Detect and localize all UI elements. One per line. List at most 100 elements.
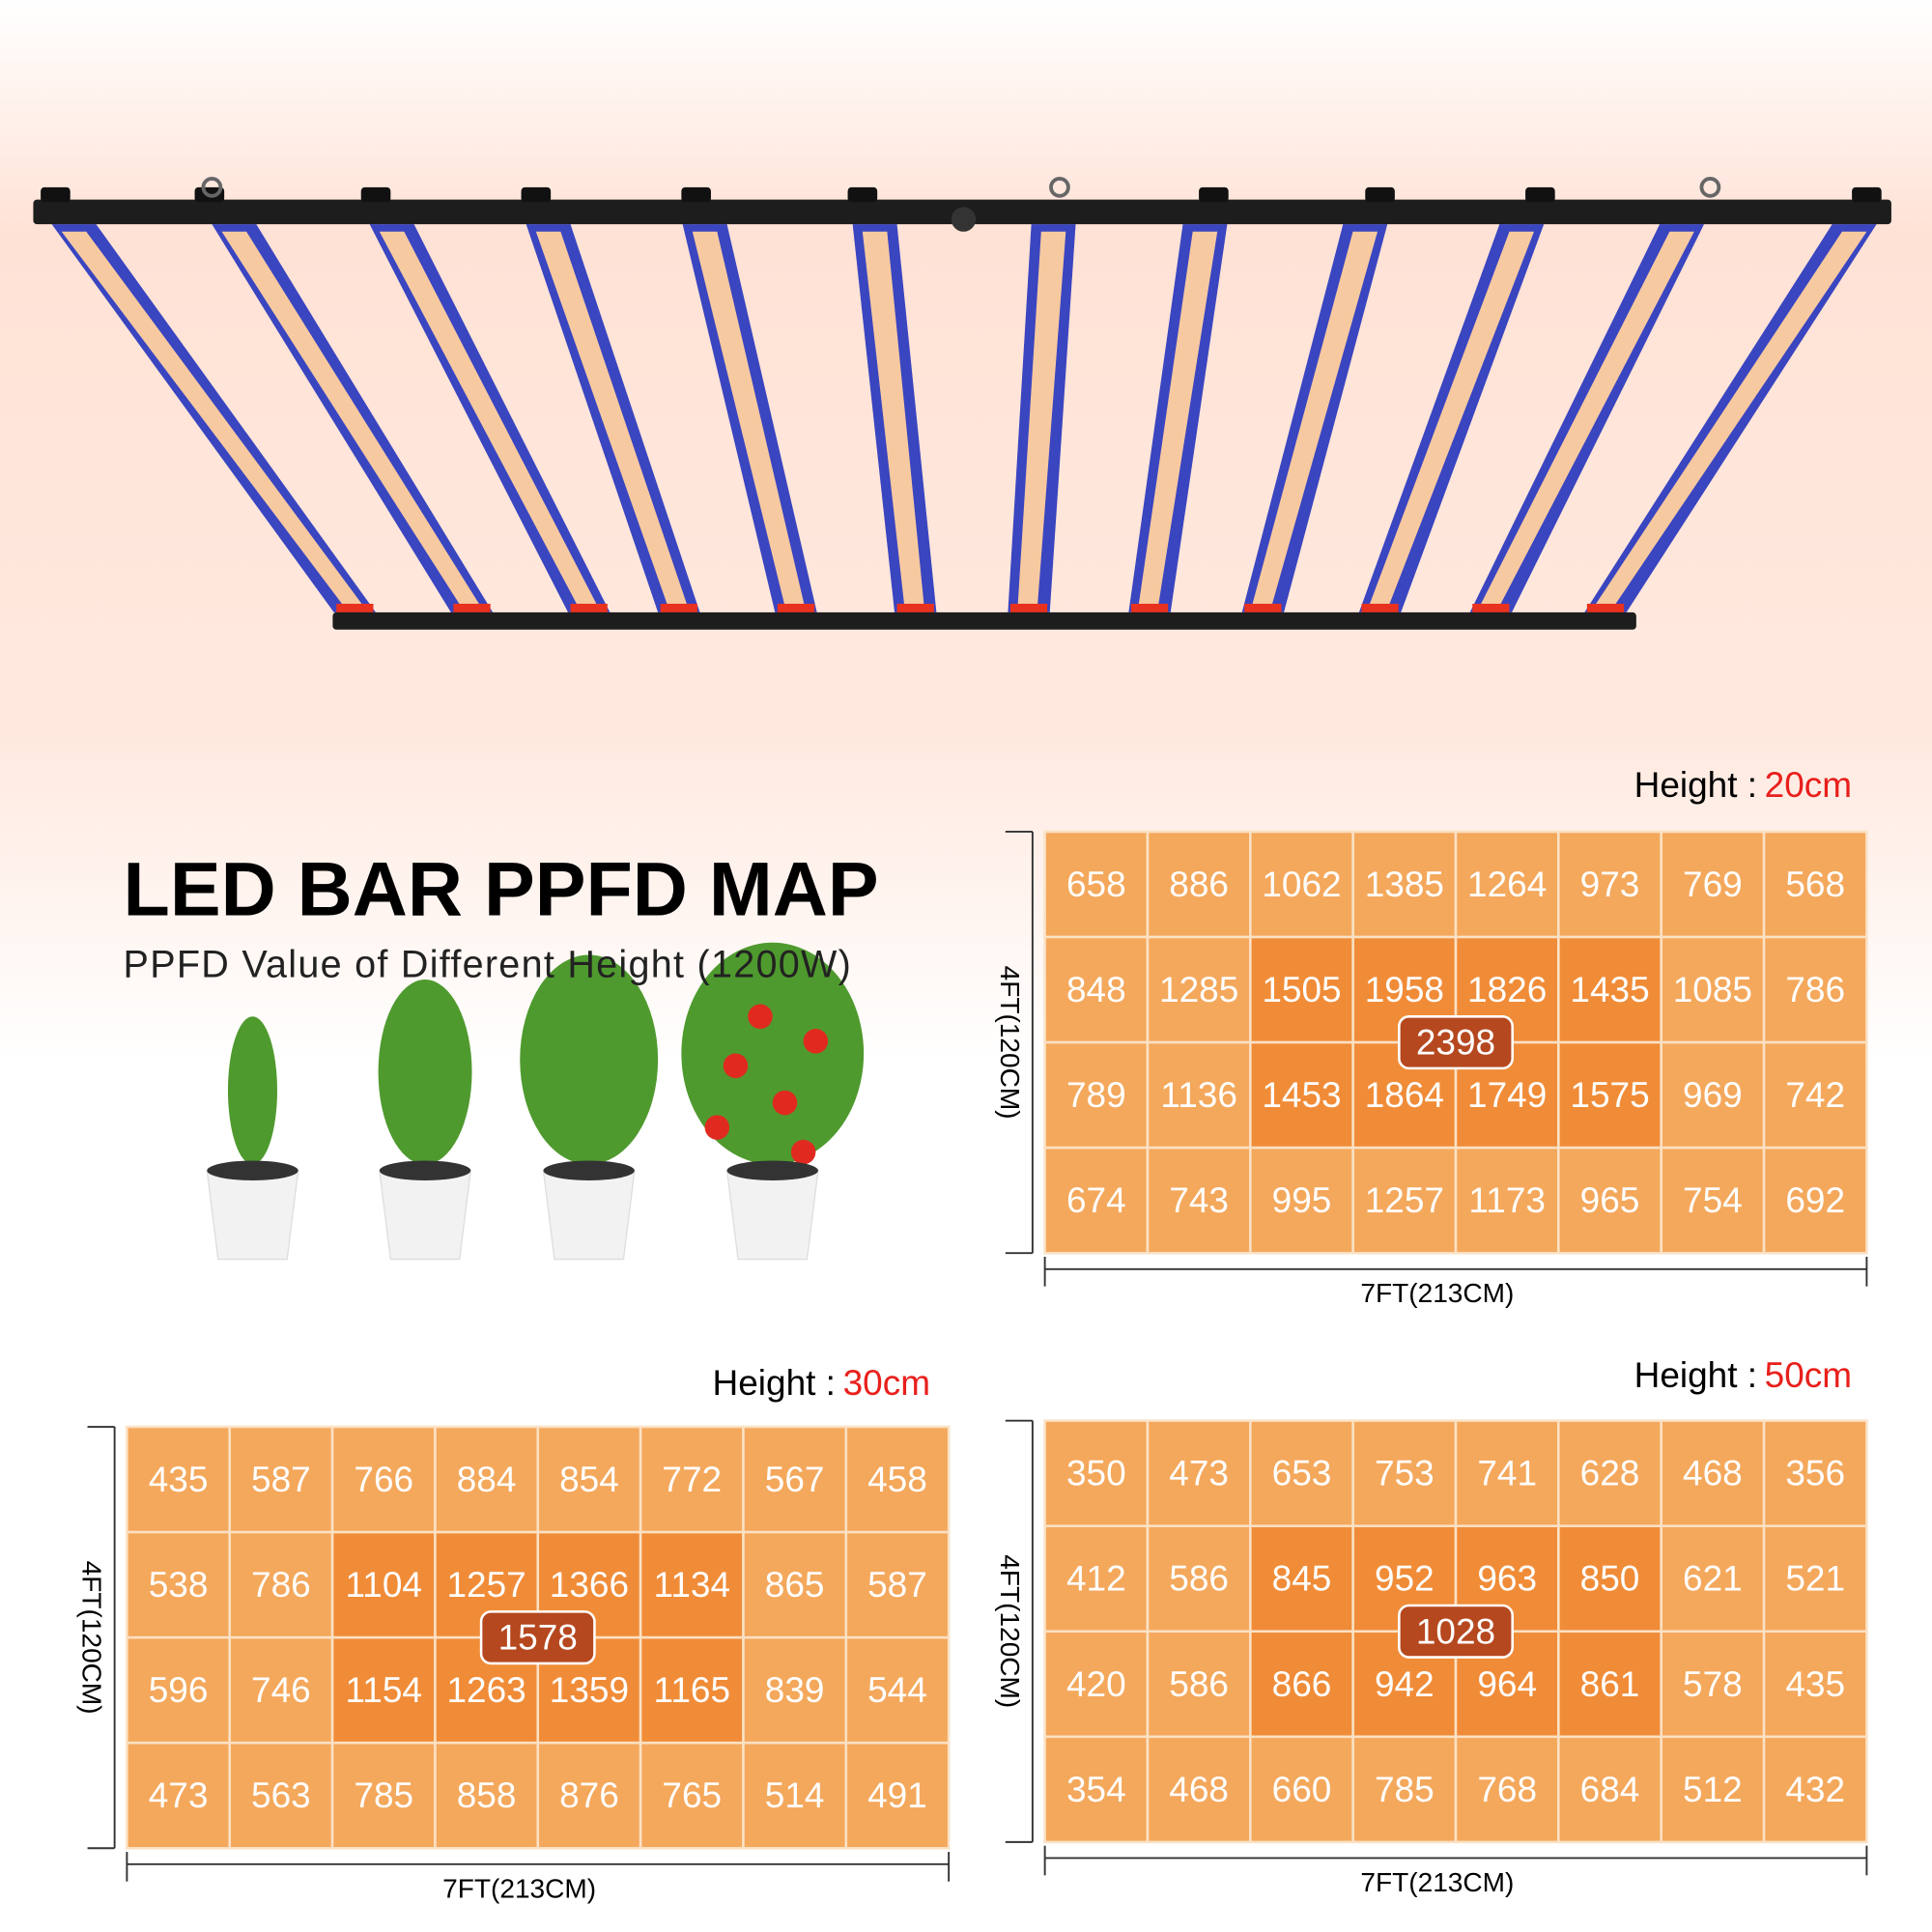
cell-value: 1385 bbox=[1365, 865, 1444, 904]
center-value: 1578 bbox=[498, 1618, 578, 1658]
cell-value: 995 bbox=[1272, 1180, 1332, 1220]
cell bbox=[742, 1635, 848, 1745]
cell-value: 412 bbox=[1066, 1559, 1126, 1599]
pot bbox=[542, 1170, 636, 1261]
cell-value: 963 bbox=[1477, 1559, 1537, 1599]
cell bbox=[1043, 1735, 1150, 1844]
cell-value: 512 bbox=[1683, 1770, 1743, 1809]
cell-value: 965 bbox=[1580, 1180, 1640, 1220]
cell bbox=[1249, 1735, 1354, 1844]
pot bbox=[725, 1170, 819, 1261]
cell-value: 660 bbox=[1272, 1770, 1332, 1809]
led-strip-light bbox=[535, 231, 688, 607]
cell bbox=[1249, 1040, 1354, 1150]
cell-value: 1453 bbox=[1262, 1075, 1341, 1115]
led-strip-light bbox=[221, 231, 481, 607]
clip bbox=[1525, 186, 1555, 203]
cell-value: 587 bbox=[251, 1460, 311, 1499]
plants bbox=[206, 942, 865, 1261]
clip bbox=[1365, 186, 1395, 203]
led-strip-light bbox=[692, 231, 805, 607]
cell-value: 1257 bbox=[1365, 1180, 1444, 1220]
clip bbox=[1199, 186, 1229, 203]
led-strip-light bbox=[379, 231, 598, 607]
cell-value: 350 bbox=[1066, 1454, 1126, 1493]
cell-value: 1864 bbox=[1365, 1075, 1444, 1115]
width-label: 7FT(213CM) bbox=[1360, 1278, 1514, 1308]
cell bbox=[1660, 1524, 1766, 1634]
cell-value: 468 bbox=[1683, 1454, 1743, 1493]
depth-label: 4FT(120CM) bbox=[77, 1561, 107, 1715]
cell bbox=[1146, 1524, 1252, 1634]
depth-label: 4FT(120CM) bbox=[995, 1554, 1025, 1708]
cell bbox=[330, 1741, 437, 1850]
pot bbox=[206, 1170, 299, 1261]
cell-value: 674 bbox=[1066, 1180, 1126, 1220]
cell-value: 973 bbox=[1580, 865, 1640, 904]
cell-value: 858 bbox=[457, 1776, 517, 1815]
ppfd-map: Height :30cm 435 587 766 884 854 772 567 458 538 7… bbox=[77, 1363, 951, 1903]
cell bbox=[228, 1635, 334, 1745]
led-strip-light bbox=[862, 231, 924, 607]
bottom-rail bbox=[332, 611, 1636, 630]
led-fixture bbox=[33, 177, 1891, 630]
cell-value: 766 bbox=[354, 1460, 413, 1499]
cell bbox=[1454, 1146, 1560, 1255]
cell-value: 741 bbox=[1477, 1454, 1537, 1493]
cell-value: 621 bbox=[1683, 1559, 1743, 1599]
cell bbox=[1762, 830, 1868, 939]
height-caption: Height : bbox=[1634, 765, 1757, 805]
depth-label: 4FT(120CM) bbox=[995, 966, 1025, 1120]
cell-value: 1575 bbox=[1570, 1075, 1649, 1115]
cell-value: 586 bbox=[1169, 1559, 1229, 1599]
cell bbox=[1146, 1040, 1252, 1150]
cell bbox=[1454, 830, 1560, 939]
cell-value: 596 bbox=[149, 1670, 209, 1710]
cell-value: 432 bbox=[1785, 1770, 1845, 1809]
cell-value: 1359 bbox=[550, 1670, 629, 1710]
center-badge bbox=[1398, 1015, 1514, 1070]
cell-value: 746 bbox=[251, 1670, 311, 1710]
cell-value: 1958 bbox=[1365, 970, 1444, 1009]
cell-value: 839 bbox=[765, 1670, 825, 1710]
cell-value: 586 bbox=[1169, 1664, 1229, 1704]
cell bbox=[639, 1425, 745, 1534]
cell bbox=[126, 1425, 231, 1534]
cell bbox=[1454, 1735, 1560, 1844]
cell bbox=[1557, 935, 1662, 1044]
cell-value: 1154 bbox=[345, 1670, 422, 1710]
cell-value: 1264 bbox=[1467, 865, 1547, 904]
cell-value: 765 bbox=[662, 1776, 722, 1815]
pot bbox=[379, 1170, 471, 1261]
height-value: 50cm bbox=[1765, 1355, 1852, 1395]
led-strip-light bbox=[1138, 231, 1218, 607]
height-label: Height :50cm bbox=[1634, 1355, 1852, 1395]
cell-value: 538 bbox=[149, 1565, 209, 1605]
cell-value: 491 bbox=[867, 1776, 927, 1815]
cell bbox=[1249, 1146, 1354, 1255]
cell-value: 1435 bbox=[1570, 970, 1649, 1009]
cell-value: 785 bbox=[354, 1776, 413, 1815]
cell-value: 861 bbox=[1580, 1664, 1640, 1704]
cell-value: 1134 bbox=[654, 1565, 731, 1605]
cell bbox=[1660, 1146, 1766, 1255]
cell-value: 865 bbox=[765, 1565, 825, 1605]
cell-value: 514 bbox=[765, 1776, 825, 1815]
cell bbox=[1762, 1146, 1868, 1255]
led-strip-light bbox=[1594, 231, 1867, 607]
cell-value: 1826 bbox=[1467, 970, 1547, 1009]
pot-rim bbox=[379, 1160, 471, 1180]
cell bbox=[1146, 935, 1252, 1044]
tomato bbox=[790, 1139, 816, 1165]
ppfd-map: Height :50cm 350 473 653 753 741 628 468 356 412 5… bbox=[995, 1355, 1868, 1897]
cell bbox=[1762, 1630, 1868, 1739]
led-strip-light bbox=[1017, 231, 1066, 607]
height-label: Height :30cm bbox=[713, 1363, 930, 1403]
cell-value: 848 bbox=[1066, 970, 1126, 1009]
cell-value: 1366 bbox=[550, 1565, 629, 1605]
cell bbox=[1660, 1735, 1766, 1844]
cell bbox=[1249, 1419, 1354, 1527]
cell-value: 786 bbox=[251, 1565, 311, 1605]
controller bbox=[951, 207, 977, 232]
